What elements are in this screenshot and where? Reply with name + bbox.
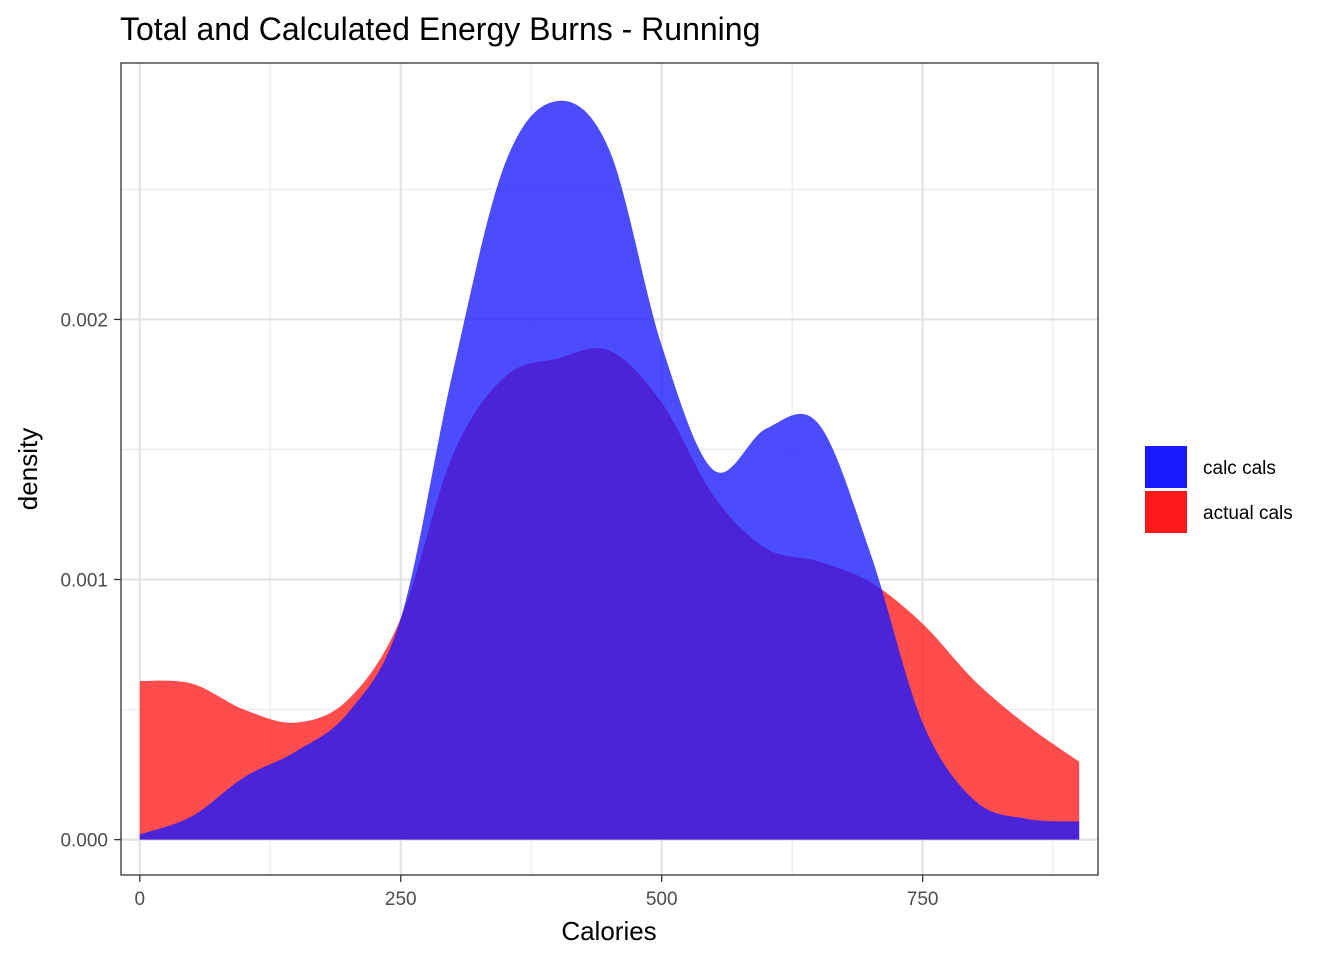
legend-label-actual-cals: actual cals	[1203, 503, 1293, 524]
x-tick-label: 0	[134, 889, 145, 910]
x-tick-label: 500	[646, 889, 678, 910]
y-tick-label: 0.002	[60, 310, 108, 331]
x-axis-ticks: 0 250 500 750	[134, 875, 938, 910]
y-tick-label: 0.000	[60, 831, 108, 852]
y-tick-label: 0.001	[60, 571, 108, 592]
y-axis-title: density	[13, 428, 43, 510]
density-areas	[139, 100, 1080, 840]
chart-title: Total and Calculated Energy Burns - Runn…	[120, 11, 760, 47]
x-tick-label: 750	[907, 889, 939, 910]
density-area-calc-cals	[139, 100, 1080, 840]
plot-panel-border	[120, 62, 1099, 876]
x-axis-title: Calories	[561, 916, 656, 946]
legend-label-calc-cals: calc cals	[1203, 458, 1276, 479]
legend: calc cals actual cals	[1145, 446, 1293, 533]
legend-key-actual-cals	[1145, 491, 1187, 533]
x-tick-label: 250	[385, 889, 417, 910]
y-axis-ticks: 0.000 0.001 0.002	[60, 310, 121, 852]
legend-key-calc-cals	[1145, 446, 1187, 488]
